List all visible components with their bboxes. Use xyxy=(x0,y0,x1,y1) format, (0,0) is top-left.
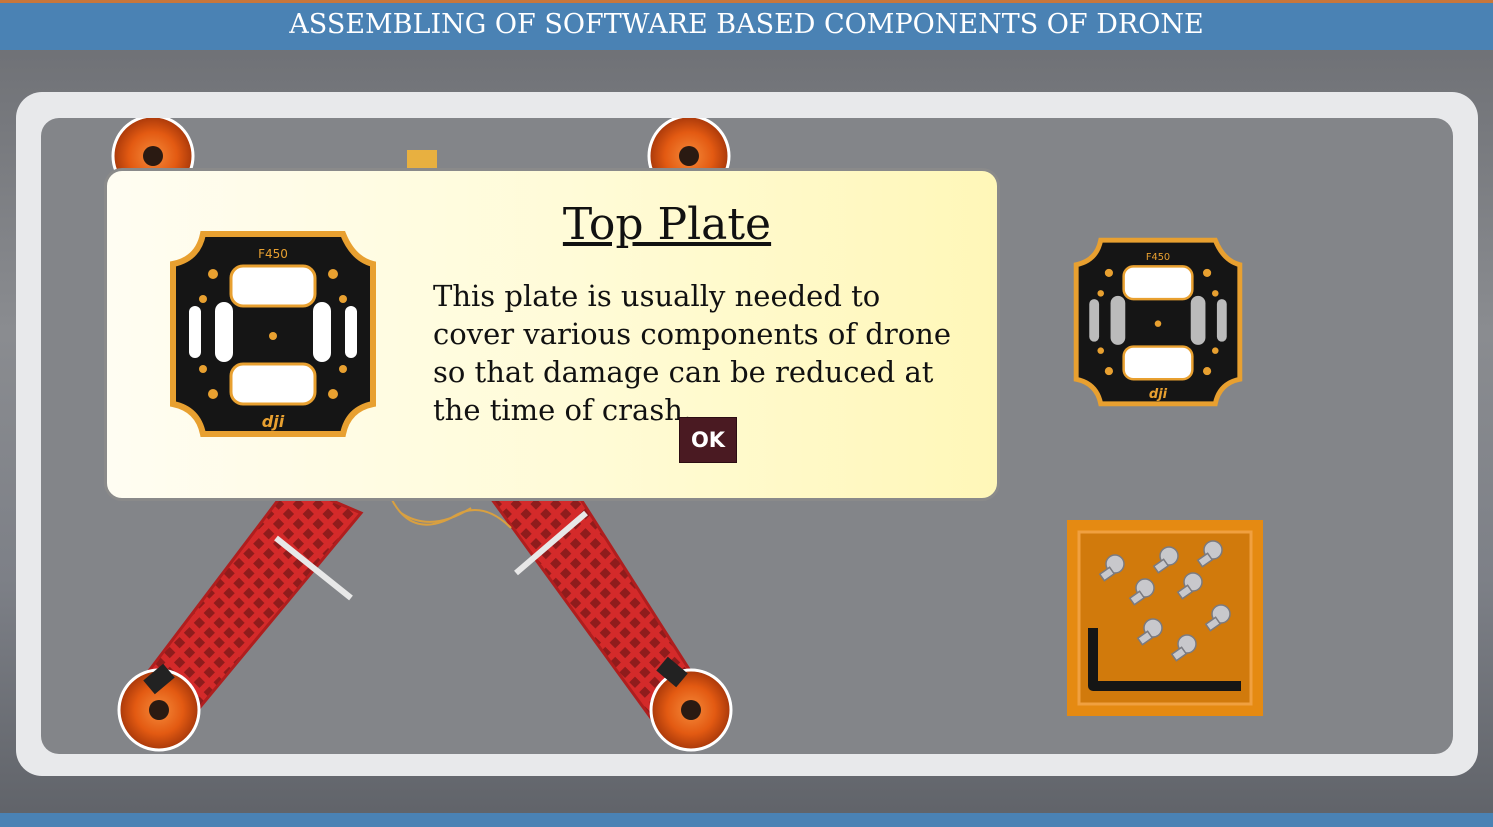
info-dialog: F450 dji Top Plate This plate is usually… xyxy=(104,168,1000,501)
screw-kit-part[interactable] xyxy=(1065,518,1265,718)
screw-kit-icon xyxy=(1067,520,1263,716)
dialog-description: This plate is usually needed to cover va… xyxy=(433,279,952,427)
ok-button[interactable]: OK xyxy=(679,417,737,463)
plate-model-label: F450 xyxy=(258,247,288,261)
drone-frame-icon[interactable] xyxy=(41,118,1453,754)
page-title: ASSEMBLING OF SOFTWARE BASED COMPONENTS … xyxy=(289,9,1204,40)
motor-bottom-right xyxy=(649,656,733,752)
plate-brand-label: dji xyxy=(1149,387,1168,402)
top-plate-icon xyxy=(1073,237,1243,407)
top-plate-part[interactable]: F450 dji xyxy=(1068,232,1248,412)
app-header: ASSEMBLING OF SOFTWARE BASED COMPONENTS … xyxy=(0,0,1493,50)
footer-bar xyxy=(0,813,1493,827)
plate-brand-label: dji xyxy=(262,412,285,431)
dialog-title: Top Plate xyxy=(562,199,772,250)
top-plate-icon: F450 dji xyxy=(170,231,376,437)
motor-bottom-left xyxy=(117,663,201,752)
plate-model-label: F450 xyxy=(1146,252,1170,263)
